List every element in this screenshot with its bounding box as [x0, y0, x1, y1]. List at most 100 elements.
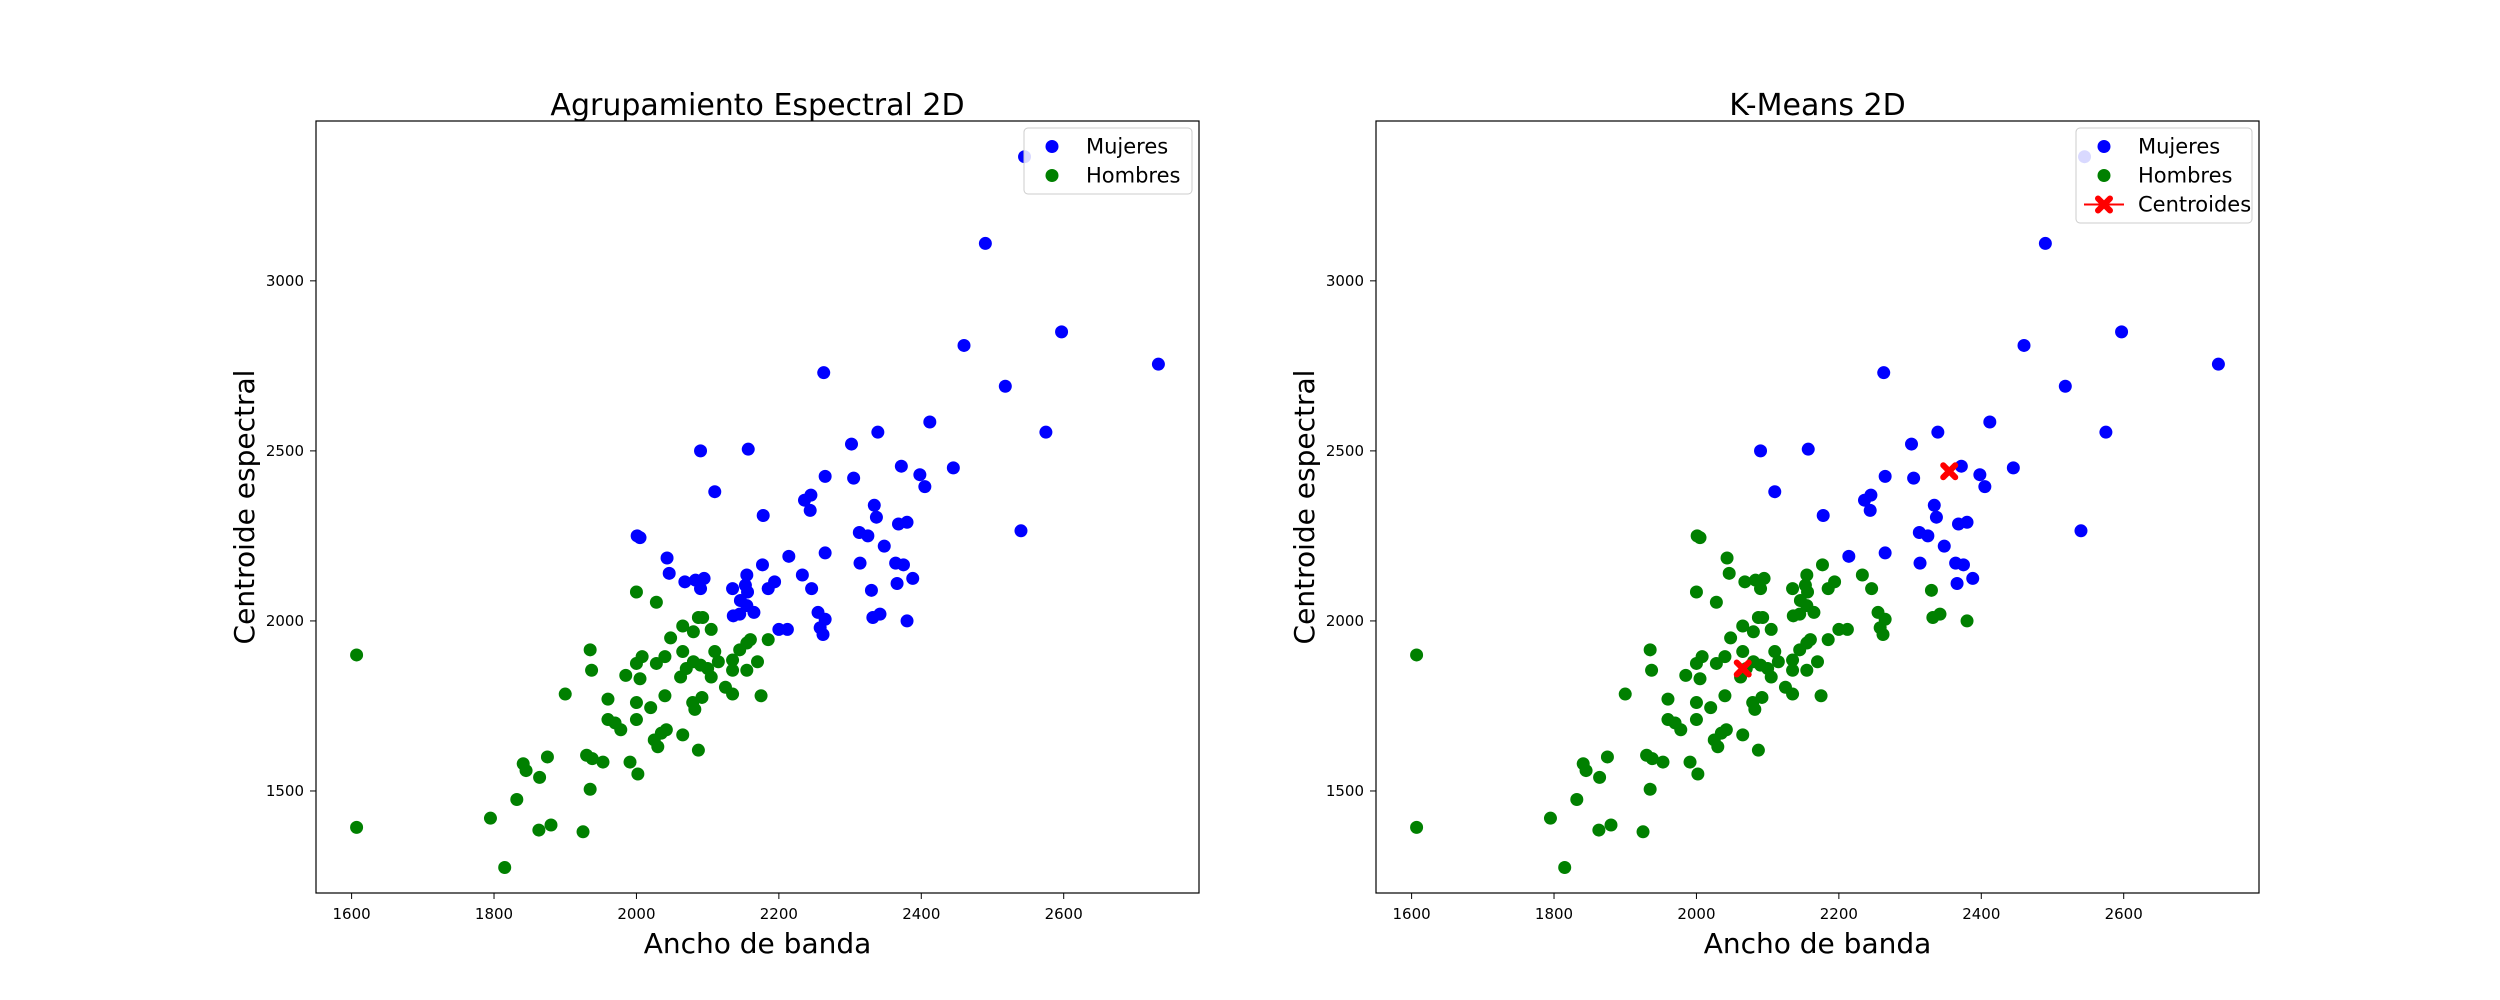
data-point	[1014, 524, 1028, 538]
data-point	[1704, 701, 1718, 715]
data-point	[1924, 583, 1938, 597]
data-point	[1736, 645, 1750, 659]
data-point	[1736, 619, 1750, 633]
data-point	[1771, 655, 1785, 669]
data-point	[676, 728, 690, 742]
data-point	[674, 670, 688, 684]
x-tick-label: 2400	[902, 905, 940, 923]
data-point	[1764, 622, 1778, 636]
x-tick-label: 2000	[1677, 905, 1715, 923]
data-point	[998, 379, 1012, 393]
data-point	[1878, 469, 1892, 483]
data-point	[864, 583, 878, 597]
data-point	[708, 645, 722, 659]
legend-label-hombres: Hombres	[1086, 164, 1180, 188]
data-point	[1956, 558, 1970, 572]
data-point	[1801, 585, 1815, 599]
plot-marks	[1410, 150, 2225, 874]
data-point	[2115, 325, 2129, 339]
data-point	[688, 702, 702, 716]
plot-marks	[350, 150, 1165, 874]
data-point	[1689, 656, 1703, 670]
series-centroides	[1733, 462, 1959, 678]
data-point	[1786, 609, 1800, 623]
x-tick-label: 2600	[2105, 905, 2143, 923]
data-point	[918, 480, 932, 494]
data-point	[686, 625, 700, 639]
data-point	[1724, 631, 1738, 645]
data-point	[544, 818, 558, 832]
data-point	[1746, 625, 1760, 639]
data-point	[1800, 663, 1814, 677]
data-point	[583, 643, 597, 657]
data-point	[660, 551, 674, 565]
data-point	[900, 614, 914, 628]
data-point	[871, 425, 885, 439]
data-point	[1643, 782, 1657, 796]
data-point	[1857, 493, 1871, 507]
legend-marker	[1045, 140, 1059, 153]
data-point	[629, 656, 643, 670]
data-point	[873, 607, 887, 621]
data-point	[2006, 461, 2020, 475]
data-point	[694, 444, 708, 458]
data-point	[1689, 585, 1703, 599]
data-point	[704, 622, 718, 636]
data-point	[817, 366, 831, 380]
x-axis-label: Ancho de banda	[644, 927, 872, 960]
data-point	[629, 713, 643, 727]
x-tick-label: 1800	[475, 905, 513, 923]
data-point	[869, 510, 883, 524]
data-point	[2017, 338, 2031, 352]
data-point	[614, 723, 628, 737]
data-point	[1683, 755, 1697, 769]
data-point	[1558, 860, 1572, 874]
y-axis-label: Centroide espectral	[228, 370, 261, 645]
data-point	[1863, 503, 1877, 517]
data-point	[510, 792, 524, 806]
data-point	[1814, 689, 1828, 703]
data-point	[1793, 643, 1807, 657]
legend-marker	[2095, 195, 2113, 214]
data-point	[1800, 568, 1814, 582]
data-point	[1674, 723, 1688, 737]
data-point	[483, 811, 497, 825]
data-point	[877, 539, 891, 553]
legend: Mujeres Hombres Centroides	[2075, 127, 2253, 224]
data-point	[1878, 546, 1892, 560]
data-point	[1764, 670, 1778, 684]
data-point	[1645, 752, 1659, 766]
data-point	[1978, 480, 1992, 494]
data-point	[633, 672, 647, 686]
data-point	[726, 663, 740, 677]
data-point	[751, 655, 764, 669]
data-point	[1754, 582, 1768, 596]
data-point	[1786, 582, 1800, 596]
y-tick-label: 1500	[1326, 782, 1364, 800]
data-point	[708, 485, 722, 499]
data-point	[1410, 820, 1424, 834]
data-point	[756, 509, 770, 523]
y-tick-label: 3000	[1326, 272, 1364, 290]
data-point	[619, 668, 633, 682]
data-point	[894, 459, 908, 473]
y-axis-label: Centroide espectral	[1288, 370, 1321, 645]
data-point	[1754, 658, 1768, 672]
data-point	[704, 670, 718, 684]
y-tick-label: 2000	[266, 612, 304, 630]
data-point	[596, 755, 610, 769]
data-point	[1768, 645, 1782, 659]
data-point	[1842, 549, 1856, 563]
data-point	[780, 622, 794, 636]
data-point	[1921, 529, 1935, 543]
data-point	[747, 605, 761, 619]
legend-label-hombres: Hombres	[2138, 164, 2232, 188]
legend-marker	[2097, 169, 2111, 182]
data-point	[649, 656, 663, 670]
data-point	[957, 338, 971, 352]
data-point	[1689, 713, 1703, 727]
series-mujeres	[1754, 150, 2225, 591]
data-point	[1751, 743, 1765, 757]
data-point	[2038, 236, 2052, 250]
data-point	[533, 770, 547, 784]
